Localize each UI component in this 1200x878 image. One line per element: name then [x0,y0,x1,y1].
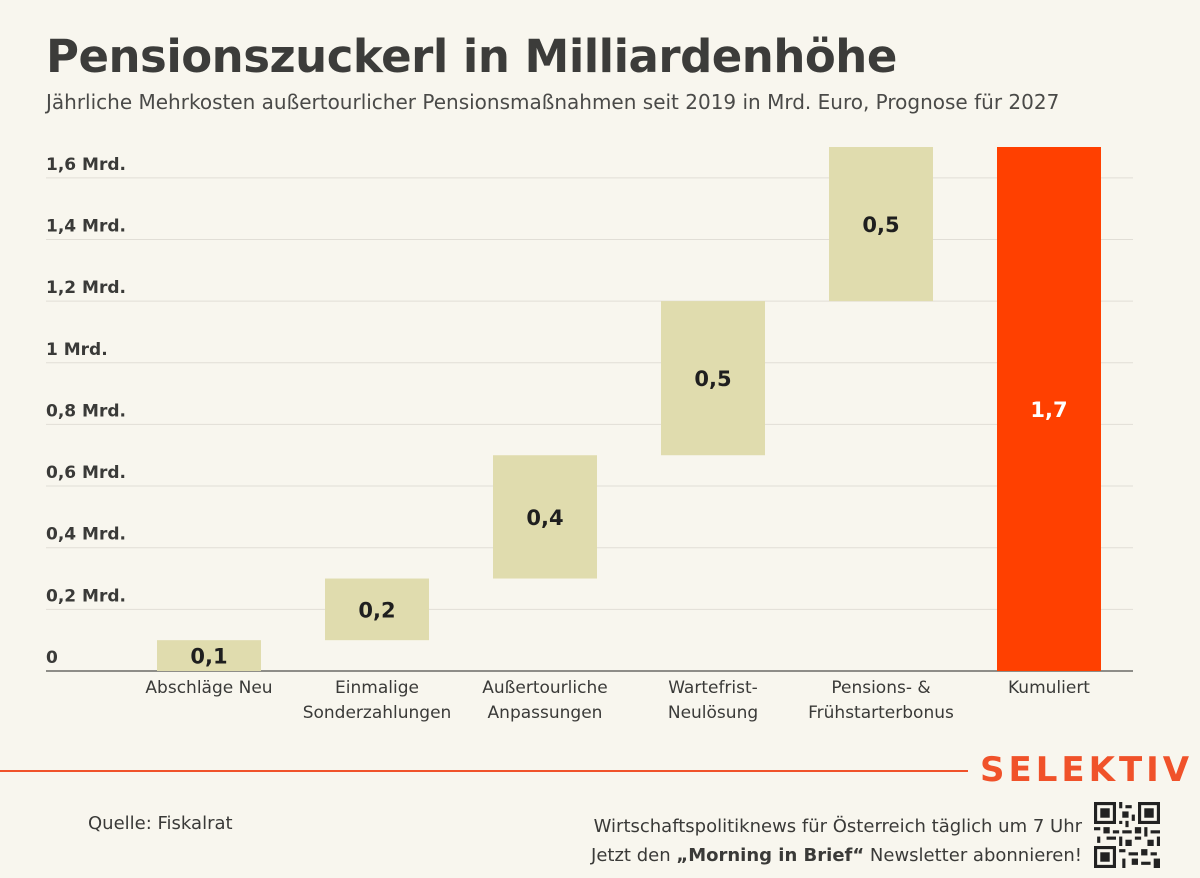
promo-line-2-post: Newsletter abonnieren! [864,845,1082,866]
chart-subtitle: Jährliche Mehrkosten außertourlicher Pen… [46,90,1060,114]
data-label-5: 1,7 [1030,398,1067,422]
promo-line-1: Wirtschaftspolitiknews für Österreich tä… [593,816,1082,837]
x-category-label-4-1: Frühstarterbonus [808,703,954,723]
y-tick-label-8: 1,6 Mrd. [46,155,126,175]
bar-2 [493,455,597,579]
promo-line-2: Jetzt den „Morning in Brief“ Newsletter … [591,841,1082,870]
bar-0 [157,640,261,671]
chart-title: Pensionszuckerl in Milliardenhöhe [46,30,897,83]
x-category-label-4-0: Pensions- & [831,678,930,698]
newsletter-promo: Wirtschaftspolitiknews für Österreich tä… [591,812,1082,870]
newsletter-name: „Morning in Brief“ [676,845,865,866]
promo-line-2-pre: Jetzt den [591,845,677,866]
bar-1 [325,578,429,641]
y-tick-label-4: 0,8 Mrd. [46,401,126,421]
data-label-0: 0,1 [190,645,227,669]
bar-total [997,147,1101,671]
bar-3 [661,301,765,456]
x-category-label-2-0: Außertourliche [482,678,607,698]
y-tick-label-7: 1,4 Mrd. [46,216,126,236]
waterfall-chart: 0 0,2 Mrd. 0,4 Mrd. 0,6 Mrd. 0,8 Mrd. 1 Mrd. 1… [46,147,1133,723]
x-category-label-3-1: Neulösung [668,703,758,723]
source-note: Quelle: Fiskalrat [88,813,233,834]
x-category-label-3-0: Wartefrist- [668,678,758,698]
y-tick-label-3: 0,6 Mrd. [46,463,126,483]
brand-logo: SELEKTIV [980,750,1194,790]
x-category-label-5-0: Kumuliert [1008,678,1090,698]
data-label-2: 0,4 [526,506,563,530]
x-category-label-1-0: Einmalige [335,678,419,698]
y-tick-label-5: 1 Mrd. [46,340,108,360]
y-tick-label-2: 0,4 Mrd. [46,525,126,545]
qr-code-icon[interactable] [1094,802,1160,868]
x-category-label-2-1: Anpassungen [488,703,603,723]
y-tick-label-6: 1,2 Mrd. [46,278,126,298]
y-tick-label-0: 0 [46,648,58,668]
x-category-label-1-1: Sonderzahlungen [303,703,452,723]
x-category-label-0-0: Abschläge Neu [145,678,272,698]
data-label-4: 0,5 [862,213,899,237]
data-label-1: 0,2 [358,598,395,622]
y-tick-label-1: 0,2 Mrd. [46,586,126,606]
data-label-3: 0,5 [694,367,731,391]
footer-divider [0,770,968,772]
bar-4 [829,147,933,302]
